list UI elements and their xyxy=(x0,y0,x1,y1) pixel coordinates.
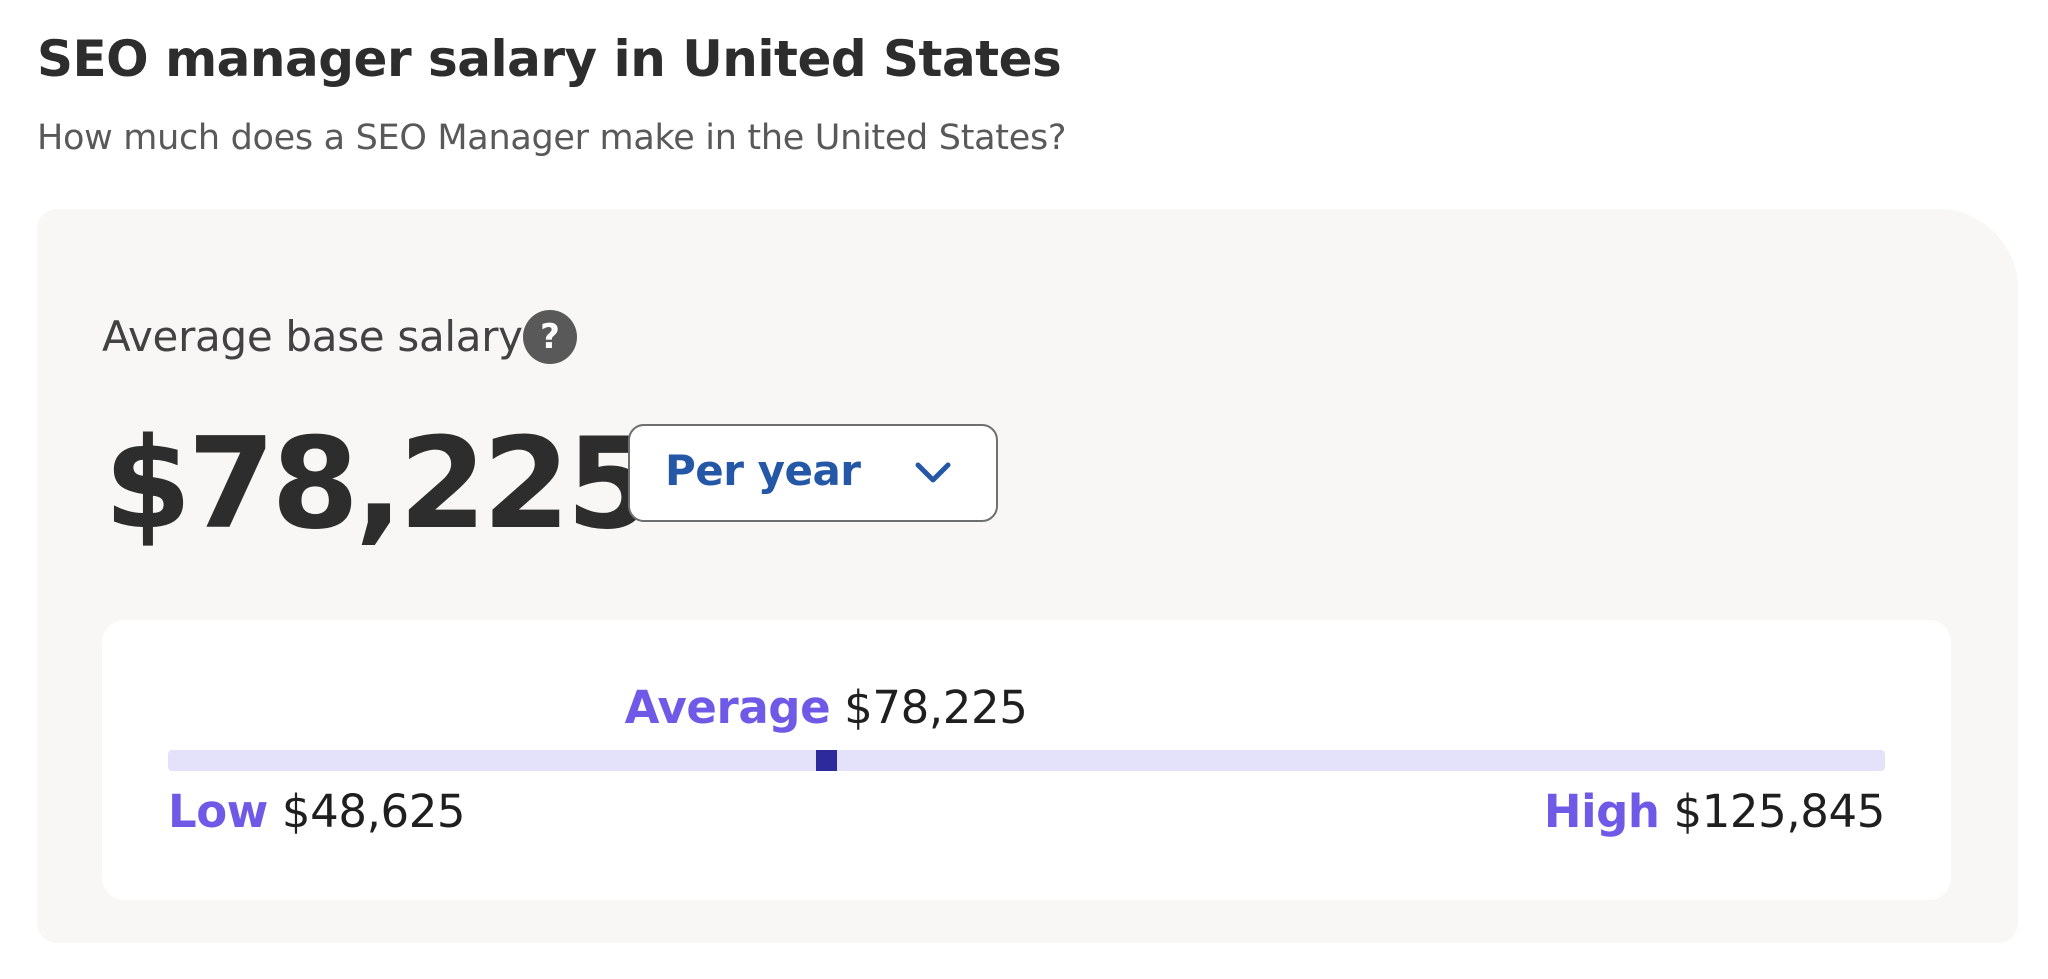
low-value: $48,625 xyxy=(281,785,466,838)
high-row: High $125,845 xyxy=(1543,785,1886,838)
chevron-icon xyxy=(915,462,951,483)
low-label: Low xyxy=(168,785,268,838)
page-subtitle: How much does a SEO Manager make in the … xyxy=(37,118,1067,158)
average-marker xyxy=(815,750,837,771)
low-row: Low $48,625 xyxy=(168,785,466,838)
range-bar xyxy=(168,750,1885,771)
high-label: High xyxy=(1543,785,1660,838)
salary-label: Average base salary xyxy=(102,312,523,361)
high-value: $125,845 xyxy=(1673,785,1885,838)
period-dropdown[interactable]: Per year xyxy=(628,424,998,522)
page-title: SEO manager salary in United States xyxy=(37,30,1062,88)
help-icon[interactable]: ? xyxy=(523,310,577,364)
average-row: Average $78,225 xyxy=(625,681,1028,734)
average-value: $78,225 xyxy=(844,681,1028,734)
salary-amount: $78,225 xyxy=(104,410,654,557)
average-label: Average xyxy=(624,681,831,734)
period-value: Per year xyxy=(665,446,861,495)
